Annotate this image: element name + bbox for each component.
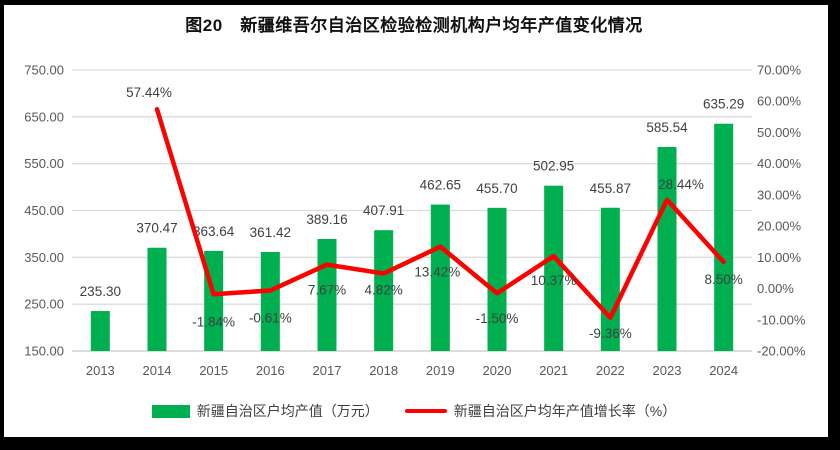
right-axis-tick-label: -10.00% <box>757 312 806 327</box>
x-axis-label: 2019 <box>426 363 455 378</box>
bar-value-label: 462.65 <box>420 178 461 193</box>
chart-title: 图20 新疆维吾尔自治区检验检测机构户均年产值变化情况 <box>185 16 643 35</box>
bar-value-label: 502.95 <box>533 159 574 174</box>
bar-value-label: 370.47 <box>136 221 177 236</box>
left-axis-tick-label: 550.00 <box>24 156 64 171</box>
x-axis-label: 2013 <box>86 363 115 378</box>
bar-value-label: 235.30 <box>80 284 121 299</box>
bar-2018 <box>374 230 394 351</box>
right-axis-tick-label: 0.00% <box>757 281 794 296</box>
legend: 新疆自治区户均产值（万元） 新疆自治区户均年产值增长率（%） <box>0 401 828 421</box>
bar-series-swatch-icon <box>151 404 190 418</box>
growth-value-label: 8.50% <box>705 272 743 287</box>
bar-value-label: 363.64 <box>193 224 235 239</box>
growth-value-label: 28.44% <box>658 177 704 192</box>
x-axis-label: 2015 <box>199 363 228 378</box>
growth-value-label: 57.44% <box>126 85 172 100</box>
bar-2021 <box>544 185 564 351</box>
bar-value-label: 455.87 <box>590 181 631 196</box>
right-axis-tick-label: 50.00% <box>757 125 802 140</box>
right-axis-tick-label: 40.00% <box>757 156 802 171</box>
legend-bar-label: 新疆自治区户均产值（万元） <box>196 403 379 419</box>
growth-value-label: -0.61% <box>249 310 292 325</box>
bar-value-label: 361.42 <box>250 225 291 240</box>
x-axis-label: 2016 <box>256 363 285 378</box>
bar-2013 <box>90 311 110 351</box>
legend-line-label: 新疆自治区户均年产值增长率（%） <box>453 403 677 419</box>
x-axis-label: 2023 <box>653 363 682 378</box>
legend-item-bar: 新疆自治区户均产值（万元） <box>151 401 379 421</box>
right-axis-tick-label: 60.00% <box>757 94 802 109</box>
growth-value-label: 4.82% <box>365 283 403 298</box>
bar-value-label: 585.54 <box>646 120 688 135</box>
x-axis-label: 2017 <box>313 363 342 378</box>
left-axis-tick-label: 150.00 <box>24 344 64 359</box>
growth-value-label: -1.84% <box>192 314 235 329</box>
x-axis-label: 2018 <box>369 363 398 378</box>
legend-item-line: 新疆自治区户均年产值增长率（%） <box>404 401 677 421</box>
bar-2023 <box>657 147 677 351</box>
growth-value-label: 7.67% <box>308 283 346 298</box>
x-axis-label: 2020 <box>483 363 512 378</box>
left-axis-tick-label: 650.00 <box>24 109 64 124</box>
right-axis-tick-label: 30.00% <box>757 187 802 202</box>
bar-2016 <box>260 251 280 351</box>
x-axis-label: 2022 <box>596 363 625 378</box>
x-axis-label: 2014 <box>143 363 172 378</box>
right-axis-tick-label: 70.00% <box>757 63 802 78</box>
bar-2019 <box>430 204 450 351</box>
growth-value-label: -9.36% <box>589 326 632 341</box>
bar-value-label: 407.91 <box>363 203 404 218</box>
bar-2020 <box>487 207 507 351</box>
chart-background <box>4 5 828 437</box>
left-axis-tick-label: 750.00 <box>24 63 64 78</box>
right-axis-tick-label: 10.00% <box>757 250 802 265</box>
x-axis-label: 2024 <box>709 363 738 378</box>
right-axis-tick-label: -20.00% <box>757 344 806 359</box>
x-axis-label: 2021 <box>539 363 568 378</box>
left-axis-tick-label: 450.00 <box>24 203 64 218</box>
left-axis-tick-label: 350.00 <box>24 250 64 265</box>
growth-value-label: 13.42% <box>414 265 460 280</box>
bar-value-label: 635.29 <box>703 97 744 112</box>
bar-2024 <box>714 123 734 351</box>
growth-line <box>154 106 726 321</box>
growth-value-label: -1.50% <box>476 311 519 326</box>
left-axis-tick-label: 250.00 <box>24 297 64 312</box>
bar-value-label: 455.70 <box>476 181 517 196</box>
right-axis-tick-label: 20.00% <box>757 219 802 234</box>
growth-value-label: 10.37% <box>531 273 577 288</box>
bar-2014 <box>147 247 167 351</box>
line-series-swatch-icon <box>404 409 447 413</box>
bar-value-label: 389.16 <box>306 212 347 227</box>
